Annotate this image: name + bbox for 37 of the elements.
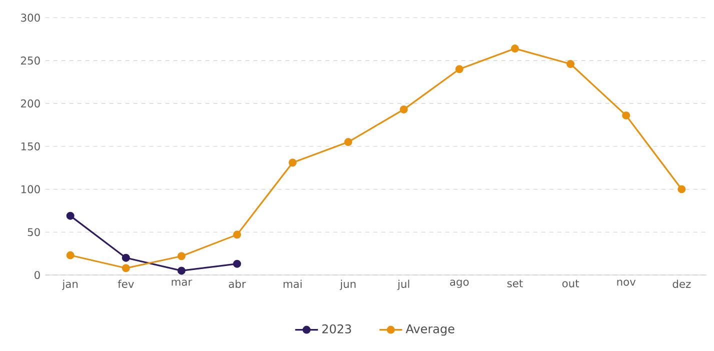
y-tick-label: 150: [21, 142, 40, 150]
point: [455, 65, 464, 74]
point: [400, 105, 408, 114]
y-tick-label: 50: [28, 228, 40, 236]
x-tick-label: jul: [397, 280, 410, 290]
point: [566, 60, 575, 68]
x-tick-label: jan: [62, 280, 78, 290]
point: [122, 264, 130, 272]
y-tick-label: 300: [21, 14, 40, 22]
x-tick-label: mai: [284, 280, 302, 288]
y-tick-label: 200: [21, 99, 40, 108]
point: [233, 260, 242, 268]
point: [66, 212, 74, 220]
x-tick-label: nov: [617, 280, 636, 286]
point: [122, 254, 130, 262]
point: [510, 44, 519, 53]
x-tick-label: jun: [340, 280, 356, 290]
point: [177, 266, 186, 275]
x-tick-label: out: [562, 280, 579, 288]
y-tick-label: 0: [34, 270, 40, 280]
x-tick-label: abr: [228, 280, 246, 288]
y-tick-label: 250: [21, 56, 40, 65]
x-tick-label: ago: [450, 280, 469, 288]
legend-label: Average: [406, 324, 454, 336]
point: [678, 185, 686, 194]
x-tick-label: fev: [118, 280, 134, 288]
point: [344, 138, 352, 146]
legend-label: 2023: [322, 324, 351, 334]
y-tick-label: 100: [21, 185, 40, 194]
x-tick-label: set: [507, 280, 523, 288]
point: [66, 251, 74, 260]
x-tick-label: mar: [172, 280, 192, 286]
point: [288, 158, 297, 167]
x-tick-label: dez: [672, 280, 691, 288]
point: [622, 111, 630, 120]
point: [177, 252, 186, 260]
point: [233, 230, 242, 239]
